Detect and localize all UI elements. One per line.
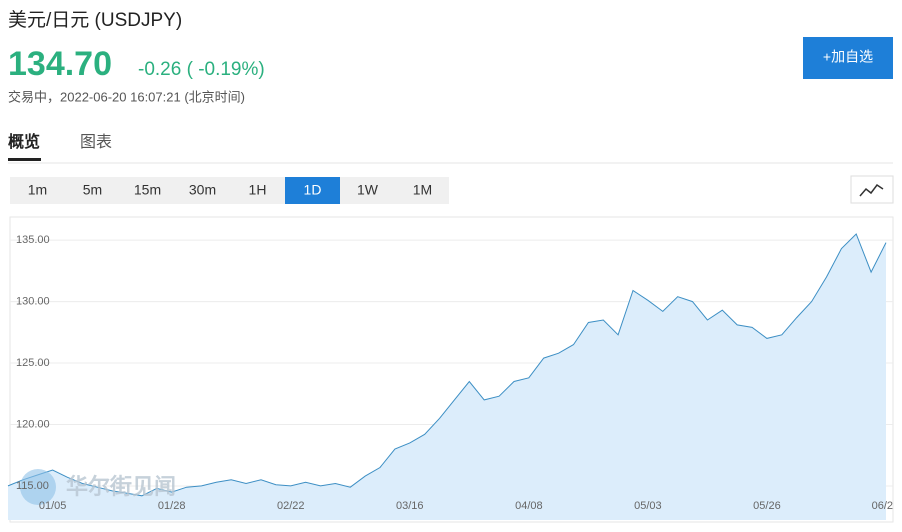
timeframe[interactable]: 1M bbox=[413, 182, 432, 198]
add-button[interactable] bbox=[803, 37, 893, 79]
x-tick-label: 06/2 bbox=[872, 500, 893, 512]
watermark-logo bbox=[20, 469, 56, 505]
change: -0.26 ( -0.19%) bbox=[138, 59, 265, 80]
y-tick-label: 125.00 bbox=[16, 357, 50, 369]
watermark: 华尔街见闻 bbox=[66, 474, 176, 499]
y-tick-label: 120.00 bbox=[16, 418, 50, 430]
x-tick-label: 03/16 bbox=[396, 500, 424, 512]
timeframe[interactable]: 15m bbox=[134, 182, 161, 198]
chart-type-icon bbox=[859, 183, 884, 197]
timeframe[interactable]: 1H bbox=[249, 182, 267, 198]
x-tick-label: 01/28 bbox=[158, 500, 186, 512]
chart-type-button[interactable] bbox=[850, 175, 894, 204]
timeframe-active bbox=[285, 177, 340, 204]
tab[interactable]: 概览 bbox=[8, 132, 40, 151]
timeframe[interactable]: 1W bbox=[357, 182, 379, 198]
x-tick-label: 02/22 bbox=[277, 500, 305, 512]
timeframe[interactable]: 1D bbox=[304, 182, 322, 198]
y-tick-label: 135.00 bbox=[16, 234, 50, 246]
price: 134.70 bbox=[8, 45, 112, 83]
x-tick-label: 01/05 bbox=[39, 500, 67, 512]
timeframe[interactable]: 30m bbox=[189, 182, 216, 198]
timeframe-bar bbox=[10, 177, 449, 204]
timeframe[interactable]: 5m bbox=[83, 182, 102, 198]
line bbox=[7, 233, 887, 497]
tab[interactable]: 图表 bbox=[80, 133, 112, 151]
title: 美元/日元 (USDJPY) bbox=[8, 9, 182, 31]
x-tick-label: 05/03 bbox=[634, 500, 662, 512]
status: 交易中，2022-06-20 16:07:21 (北京时间) bbox=[8, 89, 245, 104]
add-button-label[interactable]: +加自选 bbox=[823, 49, 873, 65]
y-tick-label: 115.00 bbox=[16, 480, 49, 492]
y-tick-label: 130.00 bbox=[16, 295, 50, 307]
timeframe[interactable]: 1m bbox=[28, 182, 47, 198]
tab-underline bbox=[8, 158, 41, 161]
x-tick-label: 04/08 bbox=[515, 500, 543, 512]
area bbox=[8, 234, 886, 520]
x-tick-label: 05/26 bbox=[753, 500, 781, 512]
